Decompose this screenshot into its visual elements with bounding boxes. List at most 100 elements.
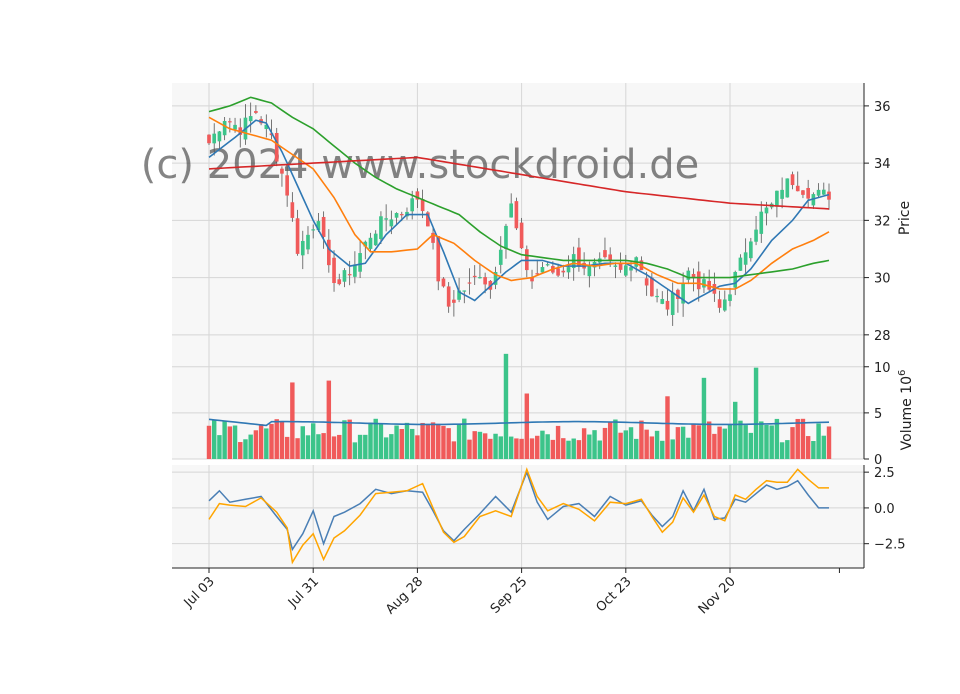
candle-body bbox=[509, 203, 514, 218]
volume-bar bbox=[555, 425, 561, 459]
candle-body bbox=[676, 289, 680, 299]
candle-body bbox=[452, 299, 456, 303]
volume-bar bbox=[696, 425, 701, 459]
volume-bar bbox=[816, 423, 821, 459]
volume-y-tick-label: 5 bbox=[874, 407, 882, 422]
x-tick-label: Nov 20 bbox=[696, 574, 739, 617]
volume-bar bbox=[415, 435, 420, 459]
volume-bar bbox=[686, 437, 691, 459]
volume-bar bbox=[738, 420, 743, 459]
candle-body bbox=[290, 202, 295, 218]
candle-body bbox=[644, 278, 649, 286]
volume-bar bbox=[753, 367, 759, 459]
volume-bar bbox=[670, 439, 675, 459]
volume-bar bbox=[269, 423, 274, 459]
candle-body bbox=[618, 262, 623, 270]
candle-body bbox=[233, 124, 237, 130]
candle-body bbox=[264, 124, 269, 130]
candle-body bbox=[577, 247, 581, 267]
volume-bar bbox=[733, 401, 738, 459]
candle-body bbox=[373, 233, 378, 246]
volume-bar bbox=[409, 428, 415, 459]
candle-body bbox=[816, 189, 821, 196]
volume-bar bbox=[597, 440, 602, 459]
volume-bar bbox=[357, 434, 363, 459]
x-tick-label: Aug 28 bbox=[383, 574, 426, 617]
volume-bar bbox=[206, 425, 212, 459]
volume-bar bbox=[680, 426, 686, 459]
candle-body bbox=[561, 270, 566, 273]
volume-bar bbox=[368, 422, 373, 459]
volume-y-tick-label: 0 bbox=[874, 453, 882, 468]
candle-body bbox=[300, 240, 305, 256]
candle-body bbox=[467, 282, 472, 284]
volume-bar bbox=[602, 427, 608, 459]
volume-bar bbox=[378, 424, 384, 459]
volume-bar bbox=[701, 377, 707, 459]
candle-body bbox=[707, 280, 711, 290]
volume-bar bbox=[769, 425, 774, 459]
volume-bar bbox=[613, 419, 618, 459]
candle-body bbox=[332, 257, 336, 284]
volume-bar bbox=[618, 432, 623, 459]
x-tick-label: Jul 03 bbox=[181, 574, 218, 611]
volume-bar bbox=[284, 436, 290, 459]
x-tick-label: Oct 23 bbox=[594, 574, 635, 615]
candle-body bbox=[733, 271, 738, 288]
volume-bar bbox=[451, 441, 457, 459]
candle-body bbox=[222, 121, 227, 136]
volume-bar bbox=[472, 431, 477, 459]
candle-body bbox=[780, 189, 784, 199]
volume-axis-label: Volume 106 bbox=[897, 370, 915, 451]
candle-body bbox=[327, 239, 331, 266]
volume-bar bbox=[800, 418, 806, 459]
volume-bar bbox=[462, 418, 467, 459]
volume-bar bbox=[571, 438, 576, 459]
volume-bar bbox=[295, 438, 300, 459]
candle-body bbox=[827, 191, 831, 200]
candle-body bbox=[274, 132, 279, 162]
x-tick-label: Sep 25 bbox=[488, 574, 531, 617]
candle-body bbox=[504, 225, 508, 249]
candle-body bbox=[394, 213, 399, 218]
candle-body bbox=[446, 286, 451, 307]
candle-body bbox=[728, 294, 732, 301]
volume-bar bbox=[363, 434, 368, 459]
candle-body bbox=[608, 254, 612, 261]
candle-body bbox=[363, 241, 368, 247]
volume-bar bbox=[331, 436, 337, 459]
volume-bar bbox=[561, 438, 566, 459]
volume-bar bbox=[712, 433, 717, 459]
candle-body bbox=[311, 229, 316, 231]
candle-body bbox=[217, 131, 222, 142]
volume-bar bbox=[310, 423, 316, 459]
volume-bar bbox=[253, 430, 259, 459]
price-axis-label: Price bbox=[897, 201, 913, 235]
volume-bar bbox=[305, 435, 311, 459]
candle-body bbox=[821, 189, 826, 195]
volume-bar bbox=[743, 425, 748, 459]
candle-body bbox=[436, 236, 441, 282]
volume-bar bbox=[337, 434, 342, 459]
volume-bar bbox=[587, 434, 592, 459]
volume-bar bbox=[727, 424, 733, 459]
candle-body bbox=[749, 241, 753, 259]
candle-body bbox=[743, 252, 748, 265]
ind-blue-line bbox=[208, 470, 829, 552]
volume-bar bbox=[394, 425, 399, 459]
volume-bar bbox=[545, 434, 550, 459]
volume-bar bbox=[675, 427, 681, 459]
price-y-tick-label: 32 bbox=[874, 214, 891, 229]
volume-bar bbox=[581, 428, 587, 459]
candle-body bbox=[337, 279, 342, 285]
candle-body bbox=[498, 249, 503, 265]
candle-body bbox=[696, 271, 701, 290]
volume-bar bbox=[404, 422, 410, 459]
indicator-y-tick-label: −2.5 bbox=[874, 538, 906, 553]
indicator-panel-bg bbox=[172, 465, 864, 568]
volume-bar bbox=[300, 426, 305, 459]
candle-body bbox=[483, 277, 487, 285]
candle-body bbox=[519, 222, 524, 249]
volume-bar bbox=[238, 442, 243, 459]
candle-body bbox=[431, 232, 435, 243]
